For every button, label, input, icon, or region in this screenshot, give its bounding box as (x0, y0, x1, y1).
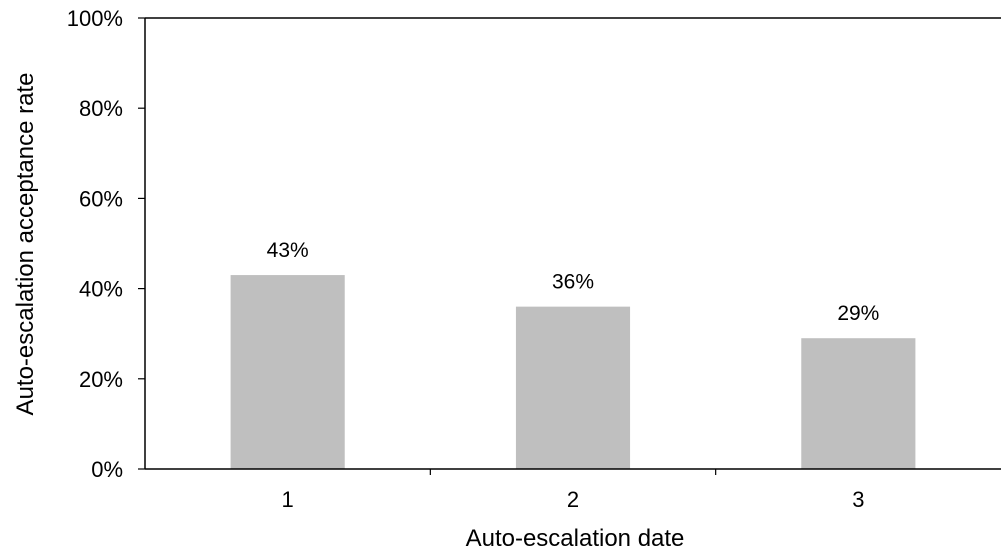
y-tick-label: 100% (67, 6, 123, 31)
y-tick-label: 80% (79, 96, 123, 121)
x-tick-label: 3 (852, 487, 864, 512)
data-label: 36% (552, 271, 594, 294)
y-tick-label: 60% (79, 186, 123, 211)
data-label: 29% (837, 302, 879, 325)
bar (516, 307, 630, 469)
bar-group (231, 275, 916, 469)
x-axis-title: Auto-escalation date (466, 525, 685, 552)
y-axis-ticks: 0% 20% 40% 60% 80% 100% (67, 6, 145, 482)
x-tick-label: 1 (282, 487, 294, 512)
y-axis-title: Auto-escalation acceptance rate (12, 73, 39, 416)
x-axis-ticks: 1 2 3 (282, 469, 865, 512)
data-label: 43% (267, 239, 309, 262)
x-tick-label: 2 (567, 487, 579, 512)
y-tick-label: 0% (91, 457, 123, 482)
y-tick-label: 20% (79, 367, 123, 392)
y-tick-label: 40% (79, 277, 123, 302)
bar (231, 275, 345, 469)
bar (801, 338, 915, 469)
